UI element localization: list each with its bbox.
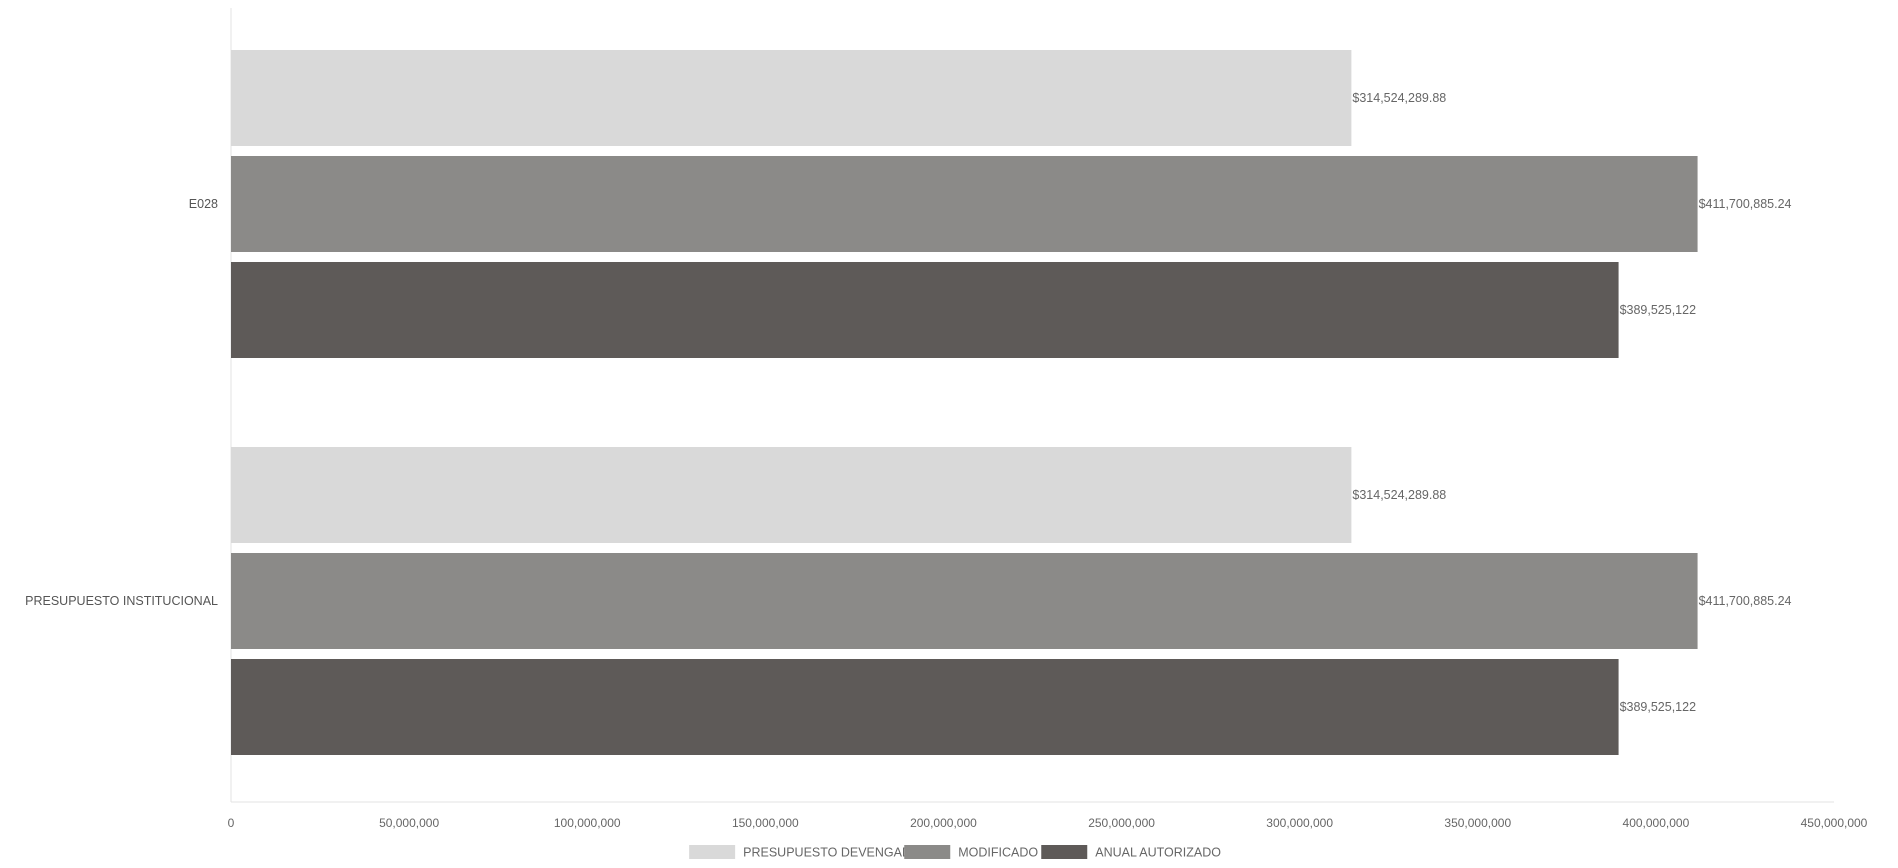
x-tick-label: 250,000,000 [1088, 816, 1155, 830]
data-label: $389,525,122 [1620, 700, 1697, 714]
x-tick-label: 0 [228, 816, 235, 830]
x-tick-label: 100,000,000 [554, 816, 621, 830]
x-tick-label: 400,000,000 [1623, 816, 1690, 830]
bar [231, 659, 1619, 755]
legend-swatch [904, 845, 951, 859]
category-label: E028 [189, 197, 218, 211]
bar [231, 50, 1352, 146]
legend-label: ANUAL AUTORIZADO [1095, 846, 1221, 860]
x-tick-label: 50,000,000 [379, 816, 439, 830]
data-label: $411,700,885.24 [1699, 594, 1792, 608]
legend-swatch [1041, 845, 1088, 859]
x-tick-label: 350,000,000 [1444, 816, 1511, 830]
legend-label: PRESUPUESTO DEVENGADO [743, 846, 921, 860]
legend-swatch [689, 845, 736, 859]
x-tick-label: 200,000,000 [910, 816, 977, 830]
legend-label: MODIFICADO [958, 846, 1038, 860]
data-label: $314,524,289.88 [1352, 488, 1446, 502]
x-tick-label: 300,000,000 [1266, 816, 1333, 830]
data-label: $411,700,885.24 [1699, 197, 1792, 211]
data-label: $389,525,122 [1620, 303, 1697, 317]
x-tick-label: 450,000,000 [1801, 816, 1868, 830]
data-label: $314,524,289.88 [1352, 91, 1446, 105]
category-label: PRESUPUESTO INSTITUCIONAL [25, 594, 218, 608]
bar [231, 262, 1619, 358]
x-tick-label: 150,000,000 [732, 816, 799, 830]
bar [231, 156, 1698, 252]
bar [231, 447, 1352, 543]
bar [231, 553, 1698, 649]
